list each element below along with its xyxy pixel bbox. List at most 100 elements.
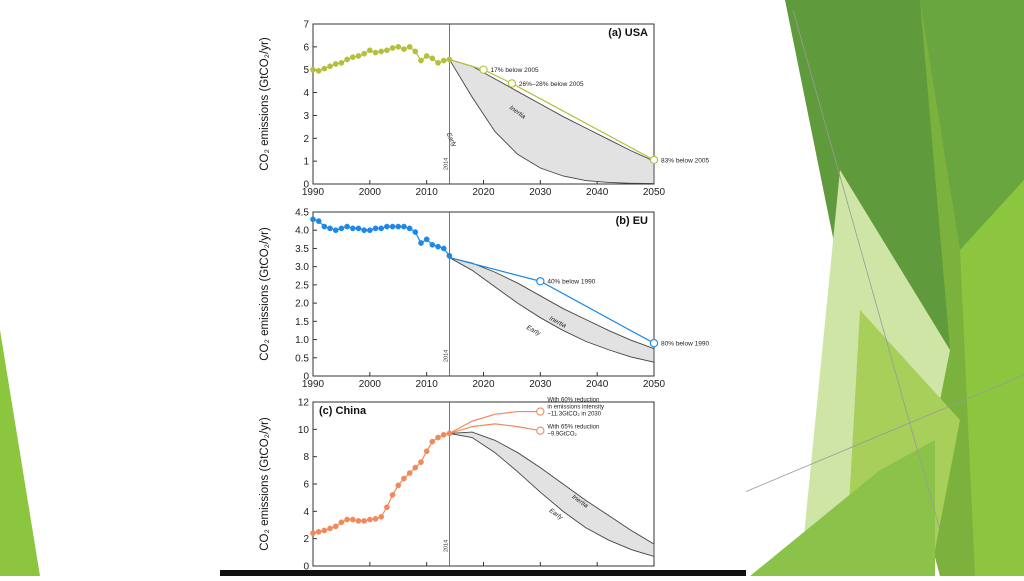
theme-shape-left [0, 330, 40, 576]
y-tick-label-china: 12 [298, 398, 310, 409]
target-point-usa [649, 155, 659, 165]
year-marker-label-eu: 2014 [443, 350, 449, 362]
panel-title-eu: (b) EU [616, 215, 648, 227]
y-tick-label-china: 2 [303, 534, 309, 545]
historical-point-eu [406, 225, 413, 232]
target-label-usa: 26%–28% below 2005 [519, 81, 584, 88]
y-tick-label-eu: 0 [303, 372, 309, 383]
historical-point-usa [355, 53, 362, 59]
target-point-eu [536, 277, 545, 286]
historical-point-china [310, 530, 316, 537]
y-tick-label-eu: 1.5 [295, 317, 309, 328]
historical-point-eu [384, 223, 390, 230]
historical-point-usa [361, 50, 367, 57]
y-tick-label-eu: 3.0 [295, 262, 309, 273]
historical-point-china [423, 448, 430, 455]
slide-theme-left-strip [0, 330, 40, 576]
historical-point-china [395, 482, 402, 489]
y-tick-label-china: 4 [303, 507, 309, 518]
plot-frame-eu [312, 211, 655, 377]
historical-point-usa [440, 57, 447, 64]
historical-point-china [406, 470, 413, 476]
historical-point-eu [310, 216, 316, 223]
historical-point-china [446, 430, 453, 437]
historical-point-eu [349, 225, 356, 232]
historical-point-china [315, 528, 322, 535]
historical-point-usa [435, 60, 441, 66]
historical-point-usa [310, 66, 316, 73]
chart-panel-eu: 1990 2000 2010 2020 2030 2040 2050 0 0.5 1.0 1.5 2.… [259, 208, 709, 391]
historical-point-eu [412, 229, 419, 235]
x-tick-label-usa: 2010 [416, 187, 439, 198]
y-tick-label-usa: 0 [303, 180, 309, 191]
scenario-band-usa [448, 58, 655, 184]
target-point-eu [649, 339, 659, 348]
historical-point-eu [355, 225, 362, 232]
x-tick-label-eu: 2000 [359, 379, 382, 390]
historical-point-china [338, 519, 345, 526]
plot-frame-china [312, 401, 655, 567]
panel-title-usa: (a) USA [608, 27, 648, 39]
target-label-usa: 17% below 2005 [491, 67, 539, 74]
historical-point-eu [344, 223, 350, 230]
historical-point-eu [435, 243, 441, 250]
x-tick-label-usa: 2030 [529, 187, 552, 198]
historical-point-usa [429, 55, 436, 62]
target-pathway-usa [449, 58, 655, 161]
historical-point-china [429, 438, 436, 445]
y-tick-label-china: 8 [303, 452, 309, 463]
historical-point-china [389, 492, 396, 498]
historical-point-eu [429, 241, 436, 248]
panel-title-china: (c) China [319, 405, 367, 417]
historical-point-eu [401, 223, 407, 230]
historical-point-china [355, 518, 362, 524]
y-tick-label-eu: 4.0 [295, 226, 309, 237]
historical-point-usa [412, 48, 419, 55]
y-tick-label-usa: 7 [303, 20, 309, 31]
historical-point-eu [440, 245, 447, 252]
emissions-charts: 1990 2000 2010 2020 2030 2040 205001234567CO₂ … [259, 20, 709, 581]
historical-point-china [372, 516, 379, 522]
target-point-china [536, 407, 545, 416]
y-tick-label-usa: 6 [303, 42, 309, 53]
historical-point-eu [361, 227, 367, 234]
historical-point-usa [395, 44, 402, 50]
historical-point-usa [406, 44, 413, 50]
y-tick-label-eu: 0.5 [295, 353, 309, 364]
target-label-china: With 60% reduction in emissions intensity… [547, 398, 604, 418]
historical-point-usa [327, 63, 333, 70]
historical-point-usa [384, 47, 390, 54]
emissions-figure: 1990 2000 2010 2020 2030 2040 2050 0 1 2 3 4 5 6 7 CO₂ … [220, 14, 746, 581]
y-tick-label-china: 6 [303, 480, 309, 491]
historical-point-eu [338, 225, 345, 232]
y-tick-label-eu: 1.0 [295, 335, 309, 346]
theme-line-2 [744, 374, 1024, 493]
y-tick-label-usa: 5 [303, 65, 309, 76]
x-tick-label-eu: 2010 [416, 379, 439, 390]
target-curve-china [449, 410, 541, 434]
historical-point-eu [315, 218, 322, 224]
historical-point-china [435, 434, 441, 441]
x-tick-label-usa: 2000 [359, 187, 382, 198]
historical-point-china [366, 516, 373, 523]
x-tick-label-eu: 2020 [472, 379, 495, 390]
year-marker-label-usa: 2014 [443, 158, 449, 170]
historical-point-china [361, 518, 367, 524]
y-tick-label-usa: 1 [303, 157, 309, 168]
historical-point-eu [418, 240, 424, 246]
x-tick-label-eu: 1990 [302, 379, 325, 390]
x-tick-label-eu: 2030 [529, 379, 552, 390]
year-marker-label-china: 2014 [443, 540, 449, 552]
historical-point-eu [366, 227, 373, 234]
historical-point-usa [378, 48, 385, 55]
historical-point-usa [315, 68, 322, 74]
y-axis-label-china: CO₂ emissions (GtCO₂/yr) [259, 417, 271, 551]
y-axis-label-eu: CO₂ emissions (GtCO₂/yr) [259, 227, 271, 361]
historical-point-usa [372, 49, 379, 56]
historical-point-china [418, 459, 424, 465]
historical-point-usa [321, 65, 328, 72]
historical-point-usa [423, 53, 430, 59]
y-tick-label-china: 0 [303, 562, 309, 573]
historical-point-usa [389, 45, 396, 51]
theme-shape-right-7 [960, 180, 1024, 576]
